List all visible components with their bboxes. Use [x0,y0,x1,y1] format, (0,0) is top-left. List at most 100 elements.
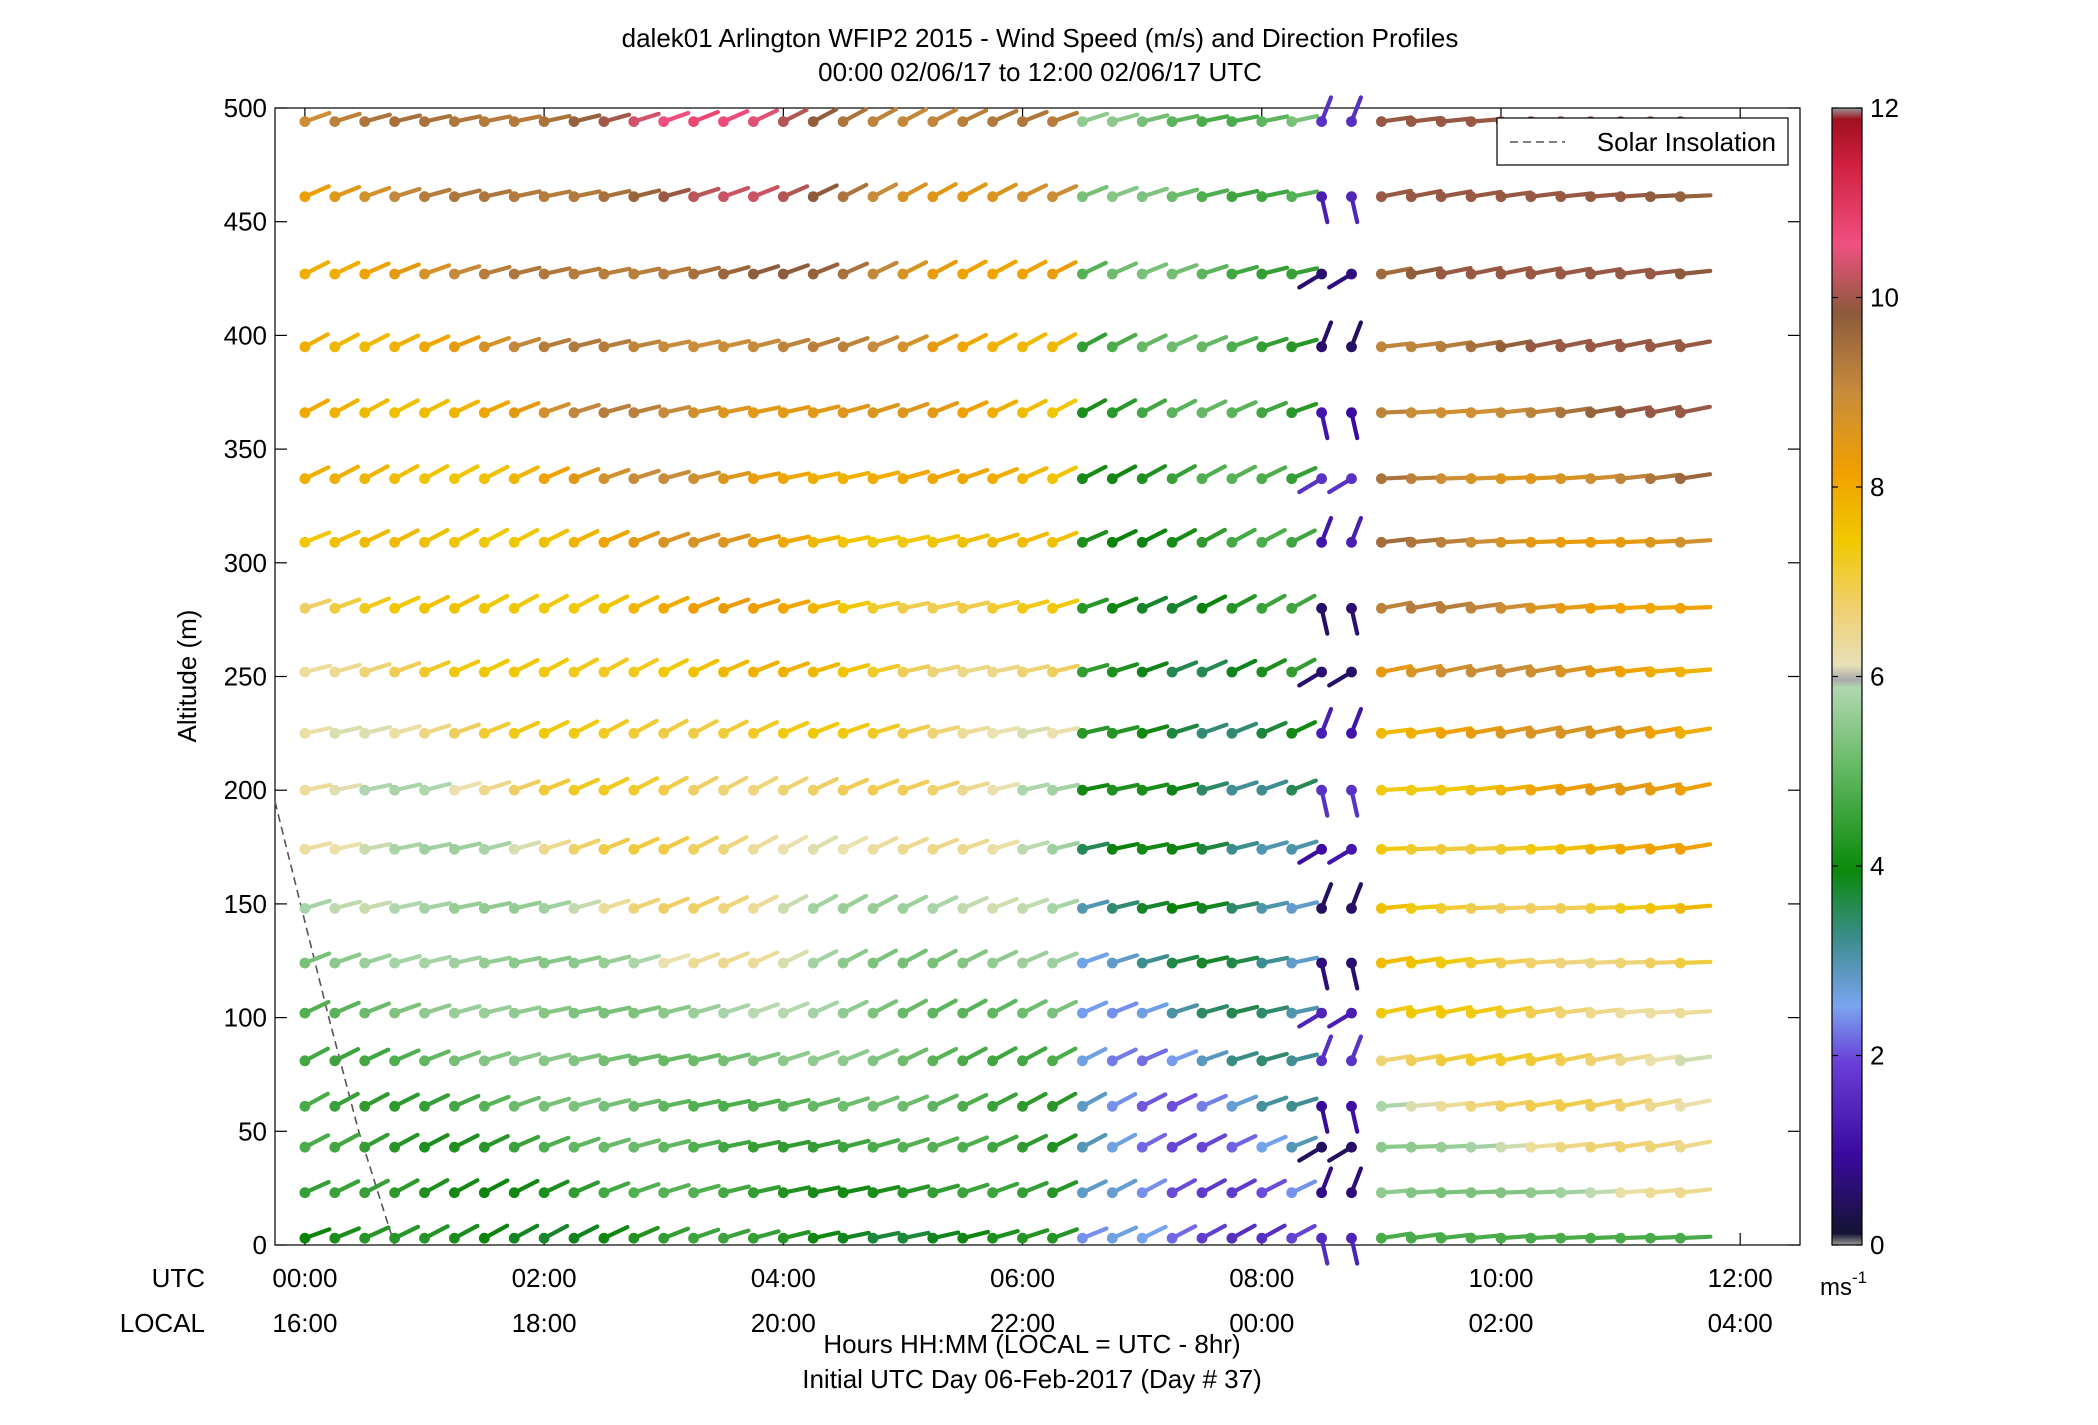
wind-barb-point [508,1232,520,1244]
wind-barb [927,895,959,914]
wind-barb-point [1615,843,1626,855]
wind-barb [1017,398,1048,419]
wind-barb-point [658,843,670,855]
wind-barb-point [1077,341,1088,353]
x-tick-label-utc: 04:00 [751,1263,816,1293]
wind-barb-point [688,784,699,796]
chart-title: dalek01 Arlington WFIP2 2015 - Wind Spee… [622,23,1459,53]
wind-barb-point [538,341,550,353]
wind-barb-point [688,407,699,419]
wind-barb-point [568,1232,580,1244]
wind-barb-point [1675,727,1686,739]
wind-barb-point [807,903,819,914]
wind-barb-point [1585,784,1597,796]
wind-barb-point [957,1055,969,1067]
wind-barb-point [1376,1187,1387,1199]
wind-barb-point [1555,1141,1567,1153]
wind-barb-point [359,784,371,796]
wind-barb-point [1226,602,1238,614]
wind-barb-point [957,407,969,419]
wind-barb [508,1178,540,1199]
wind-barb-point [837,341,849,353]
wind-barb [359,596,391,614]
wind-barb [419,1093,451,1112]
wind-barb [1435,1005,1473,1019]
wind-barb [1615,666,1653,678]
wind-barb [897,836,929,855]
wind-barb-point [867,843,879,855]
wind-barb-point [1495,1007,1507,1019]
wind-barb-point [1047,341,1058,353]
wind-barb-point [1226,1232,1238,1244]
wind-barb [1675,903,1713,914]
wind-barb [299,898,332,914]
wind-barb-point [867,116,879,127]
wind-barb-point [1316,666,1327,678]
wind-barb [1346,407,1360,441]
wind-barb-point [718,843,729,855]
wind-barb-point [1226,116,1238,127]
wind-barb-point [807,341,819,353]
wind-barb-point [419,1187,430,1199]
wind-barb-point [1047,473,1058,485]
colorbar-tick-label: 12 [1870,93,1899,123]
wind-barb-point [1645,536,1656,548]
wind-barb [1226,464,1258,485]
wind-barb-point [718,903,729,914]
wind-barb [359,1178,390,1199]
wind-barb [329,1046,361,1067]
wind-barb-point [748,1141,759,1153]
wind-barb-point [1645,1007,1656,1019]
wind-barb [1196,1050,1229,1067]
wind-barb [568,955,602,969]
wind-barb [299,1091,330,1112]
wind-barb-point [987,602,998,614]
wind-barb [987,599,1021,614]
wind-barb-point [1405,666,1417,678]
wind-barb [1226,1178,1257,1199]
wind-barb [1286,839,1319,855]
wind-barb [957,108,989,127]
wind-barb [508,1095,541,1112]
wind-barb-point [1166,784,1178,796]
wind-barb [329,725,363,739]
wind-barb [568,1053,602,1067]
wind-barb-point [1495,1055,1507,1067]
wind-barb-point [1017,268,1028,280]
wind-barb-point [867,1055,879,1067]
wind-barb [1226,955,1260,969]
wind-barb-point [329,1187,341,1199]
wind-barb [807,721,840,739]
wind-barb-point [1286,1007,1298,1019]
wind-barb-point [568,727,580,739]
wind-barb-point [478,1055,490,1067]
wind-barb-point [389,1187,400,1199]
wind-barb [1405,600,1443,614]
wind-barb [1136,724,1170,739]
wind-barb-point [658,536,670,548]
wind-barb-point [688,341,699,353]
wind-barb-point [508,1187,520,1199]
wind-barb [1256,527,1287,548]
wind-barb [1136,1178,1168,1199]
wind-barb-point [1346,116,1357,127]
wind-barb [658,658,690,678]
wind-barb-point [1555,1055,1567,1067]
wind-barb-point [1645,341,1656,353]
wind-barb-point [1047,602,1058,614]
wind-barb-point [478,407,490,419]
wind-barb [777,720,810,739]
wind-barb-point [1136,341,1148,353]
wind-barb [1675,1187,1713,1199]
wind-barb [359,1225,391,1244]
colorbar-tick-label: 6 [1870,662,1884,692]
wind-barb [1226,1050,1259,1067]
wind-barb-point [1675,1055,1686,1067]
wind-barb-point [389,784,400,796]
wind-barb-point [1435,536,1447,548]
wind-barb-point [478,843,490,855]
wind-barb-point [897,1187,909,1199]
wind-barb [1077,1179,1108,1199]
wind-barb-point [1346,1141,1357,1153]
wind-barb-point [1405,1007,1417,1019]
